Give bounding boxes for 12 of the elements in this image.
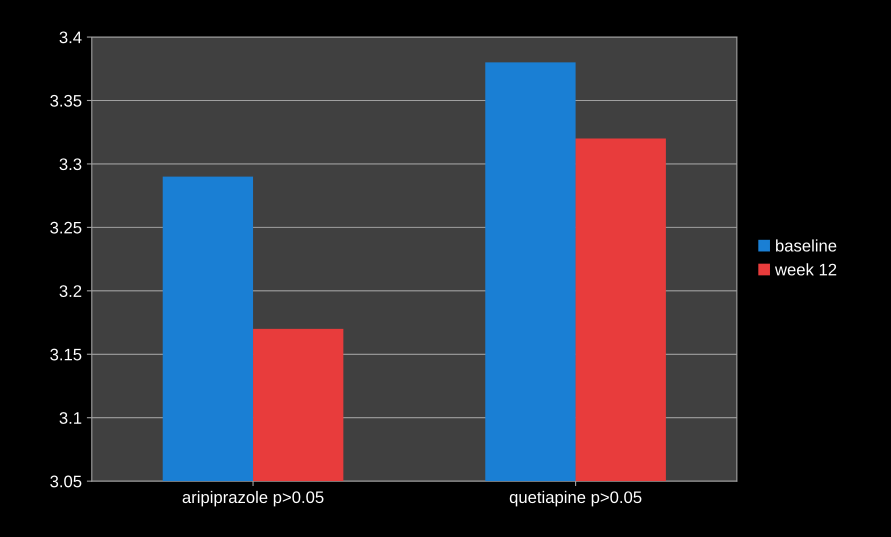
- y-tick-label: 3.05: [50, 476, 82, 488]
- y-tick-label: 3.15: [50, 348, 82, 360]
- legend-label: baseline: [776, 239, 836, 252]
- legend-label: week 12: [774, 263, 836, 276]
- x-tick-label: quetiapine p>0.05: [510, 490, 642, 506]
- y-tick-label: 3.3: [60, 158, 82, 170]
- x-tick-label: aripiprazole p>0.05: [182, 490, 324, 506]
- y-tick-label: 3.2: [60, 285, 82, 298]
- y-tick-label: 3.1: [60, 412, 82, 424]
- y-tick-label: 3.4: [60, 31, 82, 44]
- y-tick-label: 3.25: [50, 222, 82, 234]
- y-tick-label: 3.35: [50, 94, 82, 107]
